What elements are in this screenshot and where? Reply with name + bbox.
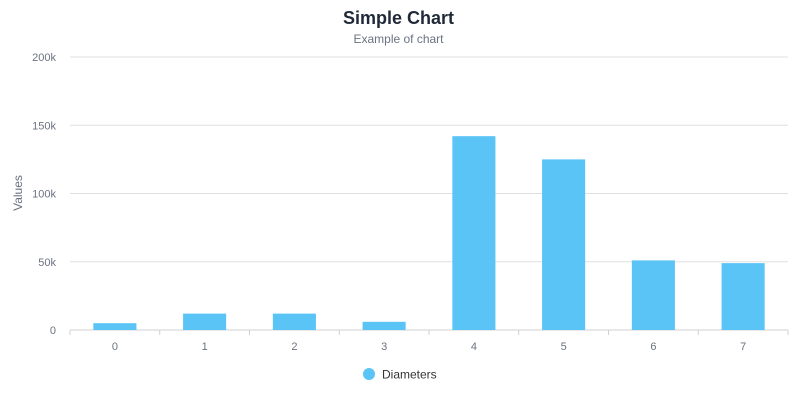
bar[interactable] [272, 313, 316, 330]
legend[interactable]: Diameters [363, 368, 437, 382]
legend-label[interactable]: Diameters [382, 368, 437, 382]
x-tick-label: 7 [740, 341, 746, 353]
bar[interactable] [542, 159, 586, 330]
bar[interactable] [183, 313, 227, 330]
x-tick-label: 1 [202, 341, 208, 353]
y-tick-label: 150k [32, 120, 56, 132]
y-tick-label: 100k [32, 189, 56, 201]
bar[interactable] [452, 136, 496, 330]
bar[interactable] [721, 263, 765, 330]
bar[interactable] [362, 321, 406, 330]
chart-subtitle: Example of chart [353, 32, 444, 46]
bar[interactable] [93, 323, 137, 330]
x-ticks: 0 1 2 3 4 5 6 7 [69, 330, 789, 353]
y-tick-label: 50k [38, 257, 56, 269]
legend-marker-icon[interactable] [363, 368, 375, 380]
y-axis-title: Values [11, 175, 25, 211]
x-tick-label: 2 [291, 341, 297, 353]
y-tick-label: 200k [32, 52, 56, 64]
bars-layer [93, 136, 765, 330]
x-tick-label: 6 [650, 341, 656, 353]
x-tick-label: 0 [112, 341, 118, 353]
x-tick-label: 3 [381, 341, 387, 353]
y-tick-label: 0 [50, 325, 56, 337]
x-tick-label: 4 [471, 341, 477, 353]
bar[interactable] [631, 260, 675, 330]
x-tick-label: 5 [561, 341, 567, 353]
chart-title: Simple Chart [343, 8, 454, 28]
